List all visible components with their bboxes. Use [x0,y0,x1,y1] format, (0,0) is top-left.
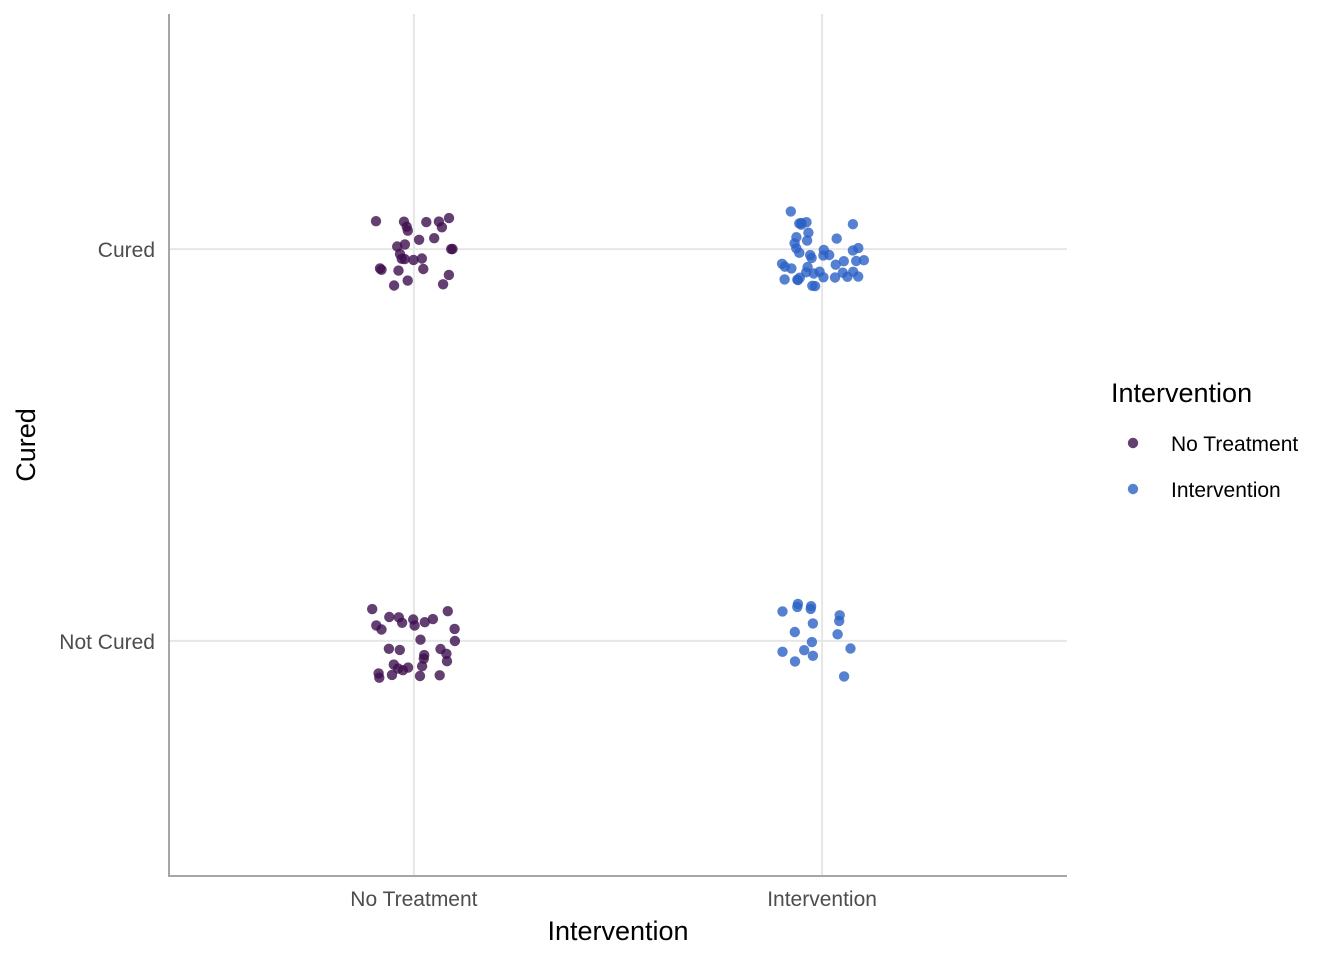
data-point [388,280,400,291]
data-point [829,272,841,283]
data-point [786,263,797,274]
y-tick-labels: Not Cured Cured [59,239,155,654]
data-point [807,618,819,629]
data-point [805,249,816,261]
data-point [443,212,455,224]
data-point [402,275,413,286]
data-point [851,255,862,267]
data-point [779,274,790,285]
data-point [376,264,387,275]
data-point [830,259,841,270]
legend: Intervention No Treatment Intervention [1111,378,1298,502]
legend-label: No Treatment [1171,433,1298,456]
legend-title: Intervention [1111,378,1252,408]
data-point [436,222,448,233]
data-point [789,656,801,667]
legend-label: Intervention [1171,479,1281,502]
data-point [419,617,430,628]
data-point [791,232,802,243]
data-point [383,643,395,654]
data-point [794,272,805,283]
data-point [402,225,413,236]
data-point [447,243,458,255]
data-point [814,266,825,277]
data-point [414,670,426,682]
data-point [386,669,398,681]
data-point [832,629,843,640]
data-point [409,620,420,631]
data-point [777,646,788,657]
data-point [398,216,410,227]
data-point [806,636,818,648]
data-point [794,247,805,258]
data-point [441,656,453,667]
data-point [838,671,850,682]
data-point [415,634,426,645]
data-point [834,610,845,621]
data-point [809,280,821,292]
data-point [858,255,870,266]
data-point [418,263,429,275]
data-point [437,279,449,290]
data-point [777,606,788,617]
data-point [374,672,385,683]
x-tick-labels: No Treatment Intervention [350,888,877,911]
data-point [408,254,419,266]
data-point [421,216,432,228]
data-point [443,269,455,281]
data-point [807,650,819,661]
data-point [370,216,382,227]
data-point [847,219,859,230]
data-point [367,603,378,615]
data-point [416,661,428,672]
data-point [394,644,405,656]
x-tick-label: Intervention [767,888,877,911]
data-point [429,233,440,244]
data-point [399,253,410,265]
data-point [434,670,445,681]
axes [168,14,1067,877]
y-tick-label: Cured [98,239,155,262]
data-point [837,267,848,278]
x-axis-title: Intervention [547,916,688,946]
data-point [413,234,425,245]
data-point [388,659,399,670]
data-point [397,665,409,676]
data-points [367,206,870,683]
data-point [853,271,864,282]
data-point [393,265,404,276]
data-point [792,601,803,613]
data-point [376,624,387,635]
data-point [838,256,849,267]
data-point [831,233,842,244]
legend-key [1127,437,1139,449]
data-point [419,649,430,661]
data-point [801,235,813,246]
data-point [803,227,814,238]
data-point [449,623,460,635]
y-axis-title: Cured [11,408,41,482]
data-point [805,603,816,615]
data-point [845,643,856,654]
data-point [384,611,395,623]
grid-lines [169,14,1067,876]
data-point [449,635,461,647]
data-point [789,626,800,638]
data-point [818,244,829,256]
legend-key [1127,483,1139,495]
data-point [853,242,864,254]
data-point [794,218,805,229]
data-point [802,261,813,273]
data-point [427,613,439,625]
data-point [416,253,428,264]
data-point [393,612,404,623]
data-point [785,206,796,217]
x-tick-label: No Treatment [350,888,477,911]
y-tick-label: Not Cured [59,631,155,654]
data-point [799,645,810,656]
data-point [442,606,453,617]
